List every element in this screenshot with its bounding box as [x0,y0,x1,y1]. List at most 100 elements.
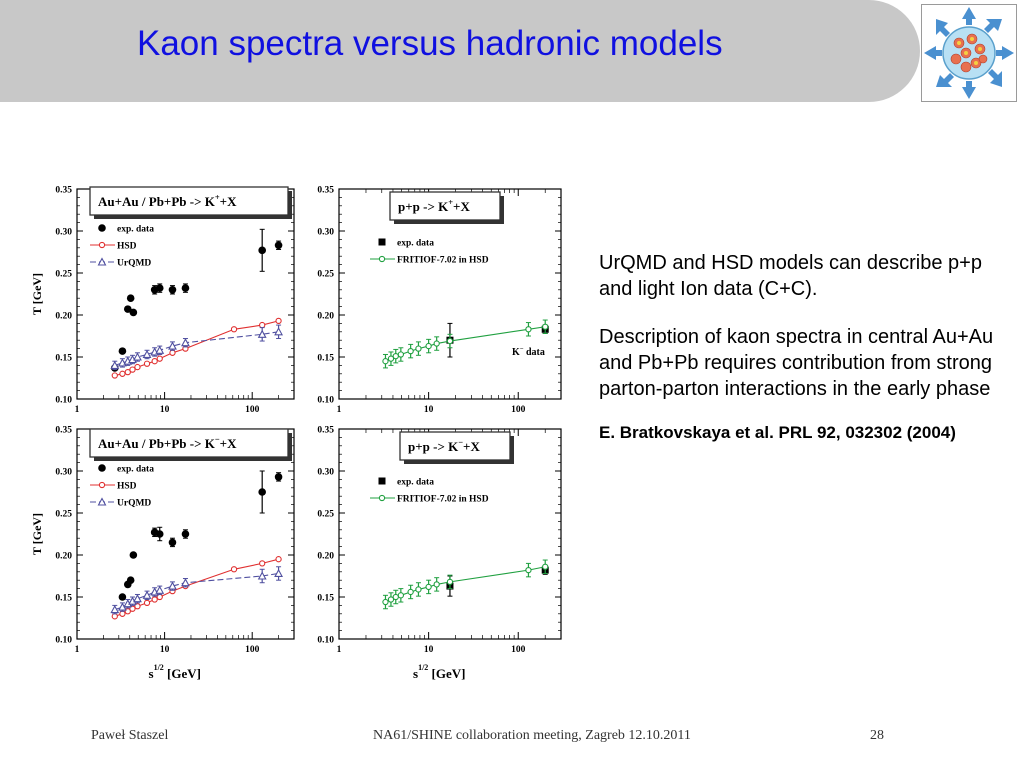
y-tick-label: 0.10 [317,396,334,406]
series-exp-data [446,565,549,597]
data-point [392,353,399,360]
legend-marker [98,481,106,489]
y-axis-label: T [GeV] [30,513,44,555]
plot-frame [76,188,295,400]
data-point [446,578,454,586]
data-point [259,560,266,567]
y-tick-label: 0.35 [55,426,72,436]
series-line [385,566,546,603]
data-point [111,372,118,379]
y-tick-label: 0.25 [55,510,72,520]
data-point [151,358,158,365]
data-point [168,538,177,547]
data-point [274,241,283,250]
y-tick-label: 0.30 [55,228,72,238]
data-point [525,566,532,574]
y-tick-label: 0.35 [317,186,334,196]
text-paragraph-1: UrQMD and HSD models can describe p+p an… [599,252,982,300]
data-point [110,604,120,614]
y-tick-label: 0.15 [317,594,334,604]
title-box [89,186,289,216]
data-point [119,370,126,377]
data-point [143,360,151,367]
x-tick-label: 1 [75,405,80,415]
data-point [181,338,190,347]
data-point [134,603,141,610]
slide-title: Kaon spectra versus hadronic models [137,24,723,63]
title-box [389,191,501,221]
y-tick-label: 0.20 [317,552,334,562]
data-point [151,596,158,603]
data-point [155,530,164,538]
legend-marker [98,464,106,472]
data-point [124,368,131,376]
data-point [392,593,399,601]
y-tick-label: 0.15 [317,354,334,364]
data-point [382,598,389,606]
data-point [542,563,549,570]
legend-label: FRITIOF-7.02 in HSD [397,495,489,505]
chart-title: Au+Au / Pb+Pb -> K++X [98,192,237,209]
y-tick-label: 0.25 [317,270,334,280]
series-hsd [111,556,282,620]
data-point [129,551,138,559]
legend-marker [97,257,107,266]
data-point [274,473,283,481]
data-point [425,342,432,350]
chart-panel-1: 0.10 0.15 0.20 0.25 0.30 0.35 1 10 100 Au+Au / Pb… [30,186,295,415]
x-tick-label: 10 [424,405,434,415]
data-point [230,566,238,573]
data-point [275,317,282,325]
y-tick-label: 0.25 [317,510,334,520]
x-tick-label: 100 [245,645,260,655]
plot-frame [338,428,562,640]
y-tick-label: 0.15 [55,594,72,604]
data-point [446,337,454,345]
chart-title: p+p -> K−+X [408,437,480,454]
footer-author: Paweł Staszel [91,728,169,743]
footer-page-number: 28 [870,728,884,743]
y-tick-label: 0.35 [317,426,334,436]
y-tick-label: 0.10 [317,636,334,646]
text-block: UrQMD and HSD models can describe p+p an… [599,250,1009,468]
series-urqmd [110,566,283,615]
data-point [397,351,405,358]
data-point [129,308,138,317]
data-point [168,286,177,294]
data-point [397,592,405,599]
legend-marker [378,477,386,485]
footer-event: NA61/SHINE collaboration meeting, Zagreb… [373,728,691,743]
data-point [181,530,190,538]
y-tick-label: 0.20 [317,312,334,322]
title-box [89,428,289,458]
series-urqmd [110,324,283,371]
annotation-label: K− data [512,346,545,359]
x-tick-label: 1 [337,645,342,655]
data-point [155,284,164,292]
data-point [133,352,142,361]
legend-marker [98,241,106,249]
y-tick-label: 0.10 [55,396,72,406]
data-point [230,326,238,333]
x-tick-label: 100 [245,405,260,415]
kaon-spectra-figure: 0.10 0.15 0.20 0.25 0.30 0.35 1 10 100 Au+Au / Pb… [30,186,562,681]
data-point [118,347,127,355]
data-point [143,599,151,607]
data-point [111,613,118,620]
x-tick-label: 10 [160,405,170,415]
data-point [387,355,395,362]
legend-label: exp. data [397,239,434,249]
x-tick-label: 100 [511,405,526,415]
reference-citation: E. Bratkovskaya et al. PRL 92, 032302 (2… [599,423,956,442]
legend-label: HSD [117,482,137,492]
x-axis-label: s1/2 [GeV] [413,663,465,681]
title-bar [0,0,920,102]
data-point [525,326,532,333]
data-point [168,581,177,590]
nucleus-collision-icon [924,7,1014,99]
data-point [119,610,126,617]
data-point [123,305,132,313]
data-point [433,581,440,588]
y-tick-label: 0.10 [55,636,72,646]
data-point [142,349,152,359]
